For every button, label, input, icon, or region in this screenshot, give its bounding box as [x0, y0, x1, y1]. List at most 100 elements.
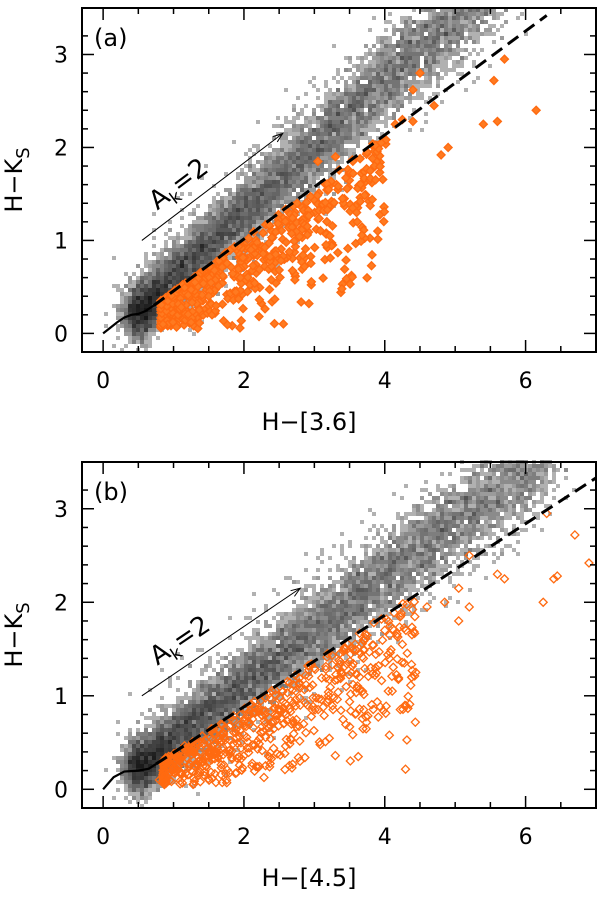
density-cell [376, 100, 380, 104]
density-cell [488, 32, 492, 36]
density-cell [516, 480, 520, 484]
density-cell [404, 576, 408, 580]
density-cell [544, 504, 548, 508]
density-cell [368, 112, 372, 116]
density-cell [220, 688, 224, 692]
density-cell [380, 632, 384, 636]
density-cell [452, 24, 456, 28]
density-cell [372, 556, 376, 560]
density-cell [120, 288, 124, 292]
density-cell [448, 524, 452, 528]
density-cell [396, 584, 400, 588]
density-cell [292, 196, 296, 200]
density-cell [132, 272, 136, 276]
density-cell [248, 696, 252, 700]
density-cell [400, 552, 404, 556]
density-cell [416, 508, 420, 512]
density-cell [196, 696, 200, 700]
density-cell [452, 540, 456, 544]
density-cell [388, 556, 392, 560]
density-cell [412, 536, 416, 540]
density-cell [520, 496, 524, 500]
density-cell [400, 556, 404, 560]
density-cell [304, 608, 308, 612]
density-cell [244, 664, 248, 668]
density-cell [248, 692, 252, 696]
density-cell [136, 320, 140, 324]
density-cell [196, 224, 200, 228]
density-cell [228, 696, 232, 700]
density-cell [360, 564, 364, 568]
density-cell [232, 212, 236, 216]
density-cell [296, 656, 300, 660]
density-cell [332, 160, 336, 164]
density-cell [456, 48, 460, 52]
density-cell [288, 128, 292, 132]
density-cell [272, 192, 276, 196]
density-cell [136, 300, 140, 304]
density-cell [360, 560, 364, 564]
highlighted-point [243, 233, 254, 244]
density-cell [304, 688, 308, 692]
density-cell [304, 716, 308, 720]
density-cell [224, 228, 228, 232]
density-cell [180, 696, 184, 700]
density-cell [212, 696, 216, 700]
density-cell [344, 596, 348, 600]
density-cell [144, 740, 148, 744]
density-cell [436, 84, 440, 88]
density-cell [280, 152, 284, 156]
density-cell [460, 60, 464, 64]
y-tick-label: 3 [54, 43, 68, 68]
density-cell [544, 476, 548, 480]
density-cell [372, 572, 376, 576]
density-cell [152, 720, 156, 724]
density-cell [416, 68, 420, 72]
density-cell [144, 796, 148, 800]
density-cell [176, 652, 180, 656]
density-cell [284, 176, 288, 180]
density-cell [216, 204, 220, 208]
density-cell [420, 592, 424, 596]
density-cell [124, 312, 128, 316]
density-cell [300, 616, 304, 620]
highlighted-point [407, 629, 417, 640]
density-cell [188, 708, 192, 712]
density-cell [456, 80, 460, 84]
x-axis-label: H−[3.6] [261, 408, 356, 436]
density-cell [232, 676, 236, 680]
density-cell [116, 768, 120, 772]
density-cell [136, 324, 140, 328]
density-cell [168, 228, 172, 232]
density-cell [140, 304, 144, 308]
density-cell [396, 552, 400, 556]
density-cell [488, 480, 492, 484]
density-cell [160, 720, 164, 724]
density-cell [324, 212, 328, 216]
density-cell [396, 104, 400, 108]
density-cell [196, 728, 200, 732]
density-cell [388, 532, 392, 536]
density-cell [132, 796, 136, 800]
density-cell [144, 780, 148, 784]
density-cell [448, 492, 452, 496]
density-cell [284, 672, 288, 676]
density-cell [368, 128, 372, 132]
density-cell [168, 684, 172, 688]
density-cell [156, 772, 160, 776]
density-cell [252, 608, 256, 612]
density-cell [436, 548, 440, 552]
density-cell [340, 632, 344, 636]
density-cell [140, 792, 144, 796]
density-cell [468, 32, 472, 36]
density-cell [140, 748, 144, 752]
density-cell [188, 724, 192, 728]
density-cell [196, 688, 200, 692]
density-cell [280, 168, 284, 172]
density-cell [352, 120, 356, 124]
density-cell [336, 80, 340, 84]
density-cell [268, 152, 272, 156]
density-cell [316, 152, 320, 156]
density-cell [128, 752, 132, 756]
